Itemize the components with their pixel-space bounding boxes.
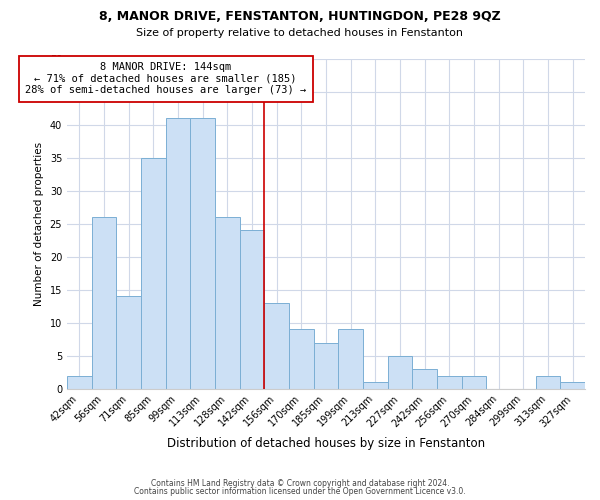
Bar <box>314 342 338 389</box>
Bar <box>338 330 363 389</box>
Bar <box>363 382 388 389</box>
Bar <box>437 376 461 389</box>
Bar <box>67 376 92 389</box>
Bar <box>388 356 412 389</box>
Bar <box>116 296 141 389</box>
X-axis label: Distribution of detached houses by size in Fenstanton: Distribution of detached houses by size … <box>167 437 485 450</box>
Bar <box>92 218 116 389</box>
Text: Contains HM Land Registry data © Crown copyright and database right 2024.: Contains HM Land Registry data © Crown c… <box>151 478 449 488</box>
Text: 8, MANOR DRIVE, FENSTANTON, HUNTINGDON, PE28 9QZ: 8, MANOR DRIVE, FENSTANTON, HUNTINGDON, … <box>99 10 501 23</box>
Text: 8 MANOR DRIVE: 144sqm
← 71% of detached houses are smaller (185)
28% of semi-det: 8 MANOR DRIVE: 144sqm ← 71% of detached … <box>25 62 307 96</box>
Text: Size of property relative to detached houses in Fenstanton: Size of property relative to detached ho… <box>137 28 464 38</box>
Bar <box>240 230 265 389</box>
Bar <box>461 376 487 389</box>
Bar <box>166 118 190 389</box>
Bar <box>190 118 215 389</box>
Bar <box>141 158 166 389</box>
Bar <box>536 376 560 389</box>
Bar <box>215 218 240 389</box>
Bar <box>412 369 437 389</box>
Bar <box>265 303 289 389</box>
Text: Contains public sector information licensed under the Open Government Licence v3: Contains public sector information licen… <box>134 487 466 496</box>
Bar <box>560 382 585 389</box>
Bar <box>289 330 314 389</box>
Y-axis label: Number of detached properties: Number of detached properties <box>34 142 44 306</box>
